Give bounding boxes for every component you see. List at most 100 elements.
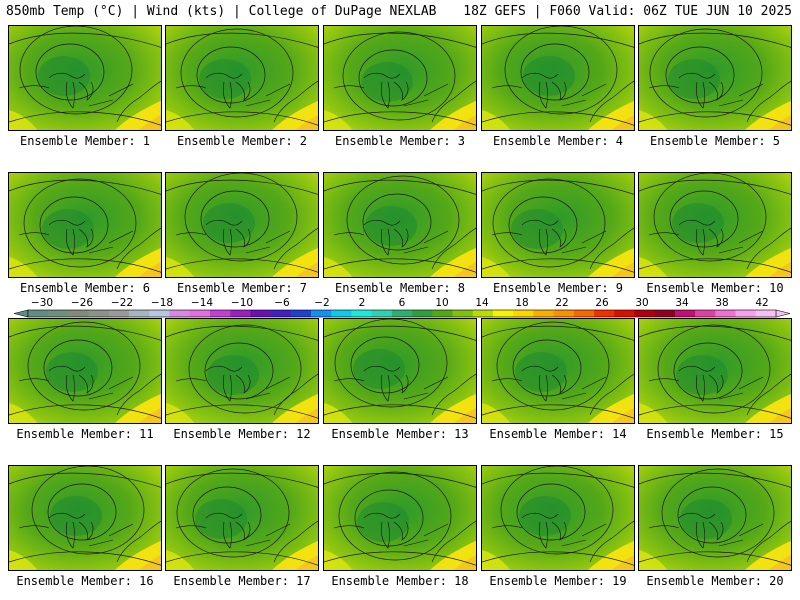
- colorbar-segment: [513, 310, 534, 317]
- colorbar-segment: [654, 310, 676, 317]
- ensemble-member-label: Ensemble Member: 15: [646, 427, 784, 441]
- colorbar-segment: [331, 310, 352, 317]
- colorbar-segment: [573, 310, 595, 317]
- colorbar-outline: [27, 309, 777, 318]
- colorbar-tick-label: 34: [675, 297, 689, 309]
- colorbar-segment: [533, 310, 554, 317]
- ensemble-member-label: Ensemble Member: 3: [334, 134, 466, 148]
- colorbar-tick-label: −22: [111, 297, 133, 309]
- colorbar-segment: [412, 310, 433, 317]
- colorbar-tick-label: −2: [314, 297, 329, 309]
- colorbar-segment: [209, 310, 231, 317]
- colorbar-tick-label: −6: [274, 297, 290, 309]
- colorbar-tick-label: −10: [231, 297, 253, 309]
- ensemble-member-map: [8, 25, 162, 131]
- colorbar-segment: [290, 310, 312, 317]
- ensemble-member-label: Ensemble Member: 12: [173, 427, 311, 441]
- colorbar-segment: [715, 310, 736, 317]
- colorbar-tick-label: 10: [435, 297, 448, 309]
- colorbar-segment: [492, 310, 514, 317]
- ensemble-member-label: Ensemble Member: 9: [492, 281, 624, 295]
- ensemble-member-label: Ensemble Member: 17: [173, 574, 311, 588]
- colorbar-segment: [108, 310, 130, 317]
- ensemble-member-label: Ensemble Member: 4: [492, 134, 624, 148]
- ensemble-member-label: Ensemble Member: 8: [334, 281, 466, 295]
- ensemble-member-label: Ensemble Member: 11: [16, 427, 154, 441]
- ensemble-member-label: Ensemble Member: 1: [19, 134, 151, 148]
- temperature-colorbar: −30 −26 −22 −18 −14 −10 −6 −2 2 6 10 14 18 22 26 30 34 38…: [13, 297, 791, 318]
- header-valid-time: 18Z GEFS | F060 Valid: 06Z TUE JUN 10 20…: [463, 4, 792, 19]
- header-title: 850mb Temp (°C) | Wind (kts) | College o…: [6, 4, 437, 19]
- colorbar-segment: [432, 310, 453, 317]
- colorbar-tick-label: −30: [31, 297, 53, 309]
- colorbar-tick-label: 2: [359, 297, 366, 309]
- colorbar-max-arrow: [775, 309, 791, 318]
- ensemble-member-label: Ensemble Member: 18: [331, 574, 469, 588]
- colorbar-segment: [755, 310, 777, 317]
- colorbar-segment: [28, 310, 49, 317]
- colorbar-segment: [452, 310, 474, 317]
- ensemble-member-map: [323, 25, 477, 131]
- ensemble-member-map: [481, 318, 635, 424]
- colorbar-segment: [48, 310, 69, 317]
- ensemble-member-map: [481, 25, 635, 131]
- ensemble-member-map: [638, 318, 792, 424]
- colorbar-tick-label: 30: [635, 297, 648, 309]
- colorbar-segment: [391, 310, 413, 317]
- colorbar-tick-label: 38: [715, 297, 728, 309]
- ensemble-member-map: [638, 465, 792, 571]
- colorbar-segment: [553, 310, 575, 317]
- colorbar-min-arrow: [13, 309, 29, 318]
- ensemble-member-label: Ensemble Member: 14: [489, 427, 627, 441]
- ensemble-member-label: Ensemble Member: 6: [19, 281, 151, 295]
- colorbar-segment: [351, 310, 372, 317]
- colorbar-segment: [88, 310, 110, 317]
- colorbar-segment: [674, 310, 696, 317]
- colorbar-segment: [634, 310, 656, 317]
- colorbar-tick-label: −14: [191, 297, 213, 309]
- ensemble-member-map: [323, 465, 477, 571]
- ensemble-member-label: Ensemble Member: 19: [489, 574, 627, 588]
- ensemble-member-label: Ensemble Member: 7: [176, 281, 308, 295]
- colorbar-segment: [594, 310, 615, 317]
- ensemble-member-label: Ensemble Member: 13: [331, 427, 469, 441]
- ensemble-member-map: [165, 172, 319, 278]
- colorbar-segment: [189, 310, 211, 317]
- colorbar-segment: [695, 310, 716, 317]
- colorbar-tick-label: −18: [151, 297, 173, 309]
- colorbar-tick-label: 26: [595, 297, 609, 309]
- ensemble-member-map: [323, 318, 477, 424]
- ensemble-member-label: Ensemble Member: 10: [646, 281, 784, 295]
- colorbar-segment: [250, 310, 271, 317]
- colorbar-segment: [230, 310, 251, 317]
- ensemble-member-map: [481, 172, 635, 278]
- ensemble-member-map: [638, 172, 792, 278]
- ensemble-member-label: Ensemble Member: 16: [16, 574, 154, 588]
- colorbar-segment: [270, 310, 292, 317]
- ensemble-member-map: [481, 465, 635, 571]
- ensemble-member-label: Ensemble Member: 5: [649, 134, 781, 148]
- ensemble-member-map: [638, 25, 792, 131]
- colorbar-segment: [149, 310, 170, 317]
- ensemble-member-map: [165, 318, 319, 424]
- ensemble-member-label: Ensemble Member: 20: [646, 574, 784, 588]
- colorbar-tick-label: 6: [399, 297, 406, 309]
- colorbar-segment: [169, 310, 191, 317]
- ensemble-member-map: [165, 25, 319, 131]
- colorbar-tick-label: 22: [555, 297, 568, 309]
- colorbar-segment: [472, 310, 494, 317]
- colorbar-segment: [614, 310, 635, 317]
- ensemble-member-map: [165, 465, 319, 571]
- colorbar-tick-label: 18: [515, 297, 528, 309]
- colorbar-tick-label: −26: [71, 297, 93, 309]
- ensemble-member-map: [8, 318, 162, 424]
- colorbar-segment: [68, 310, 89, 317]
- colorbar-tick-label: 14: [475, 297, 489, 309]
- colorbar-segment: [371, 310, 393, 317]
- ensemble-member-map: [8, 172, 162, 278]
- colorbar-segment: [311, 310, 332, 317]
- colorbar-segment: [735, 310, 757, 317]
- colorbar-segment: [129, 310, 150, 317]
- colorbar-tick-label: 42: [755, 297, 768, 309]
- ensemble-member-map: [8, 465, 162, 571]
